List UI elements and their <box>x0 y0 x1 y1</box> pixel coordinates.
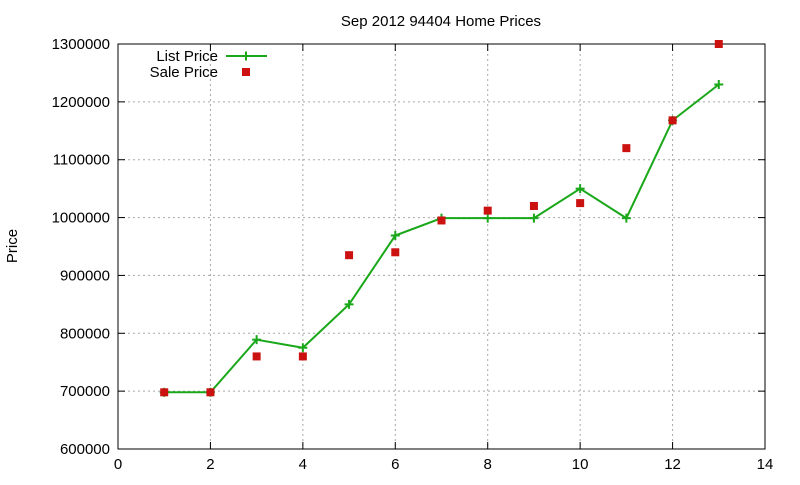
list-price-point <box>344 299 354 309</box>
list-price-point <box>621 213 631 223</box>
series-layer <box>159 40 724 397</box>
sale-price-point <box>668 116 677 125</box>
list-price-point <box>529 213 539 223</box>
sale-price-point <box>576 199 585 208</box>
list-price-point <box>714 80 724 89</box>
sale-price-point <box>529 202 538 210</box>
list-price-line <box>164 83 720 394</box>
y-tick-label: 800000 <box>60 325 110 342</box>
sale-price-series <box>160 40 723 397</box>
sale-price-point <box>714 40 723 48</box>
sale-price-point <box>437 216 446 225</box>
list-price-point <box>575 184 585 194</box>
x-tick-label: 8 <box>484 456 492 473</box>
y-tick-label: 600000 <box>60 441 110 458</box>
y-tick-label: 1100000 <box>53 152 110 169</box>
y-tick-label: 1300000 <box>52 36 110 53</box>
x-tick-label: 0 <box>114 456 122 473</box>
list-price-point <box>252 335 262 345</box>
legend-label-sale-price: Sale Price <box>150 64 218 81</box>
sale-price-point <box>160 388 169 397</box>
y-tick-label: 1200000 <box>52 94 110 111</box>
x-tick-label: 2 <box>206 456 214 473</box>
legend-item-list-price: List Price <box>156 48 267 65</box>
x-tick-label: 14 <box>757 456 774 473</box>
x-tick-label: 10 <box>572 456 589 473</box>
chart-title: Sep 2012 94404 Home Prices <box>341 13 541 30</box>
sale-price-point <box>206 388 215 397</box>
axes: 0 2 4 6 8 10 12 14 600000 700000 800000 900000 10000… <box>52 36 774 473</box>
legend-swatch-marker <box>241 51 251 61</box>
sale-price-point <box>483 206 492 215</box>
list-price-point <box>483 213 493 223</box>
sale-price-point <box>345 251 354 260</box>
y-tick-label: 700000 <box>60 383 110 400</box>
list-price-point <box>390 231 400 241</box>
list-price-series <box>159 80 724 397</box>
y-axis-label: Price <box>4 229 21 263</box>
y-tick-label: 1000000 <box>52 210 110 227</box>
legend-label-list-price: List Price <box>156 48 218 65</box>
sale-price-point <box>298 352 307 361</box>
list-price-point <box>298 343 308 353</box>
y-tick-label: 900000 <box>60 267 110 284</box>
sale-price-point <box>252 352 261 361</box>
x-tick-label: 12 <box>664 456 681 473</box>
sale-price-point <box>622 144 631 153</box>
legend-item-sale-price: Sale Price <box>150 64 250 81</box>
legend-swatch-marker <box>242 68 250 76</box>
sale-price-point <box>391 248 400 257</box>
x-tick-label: 6 <box>391 456 399 473</box>
plot-border <box>117 43 766 450</box>
x-tick-label: 4 <box>299 456 307 473</box>
